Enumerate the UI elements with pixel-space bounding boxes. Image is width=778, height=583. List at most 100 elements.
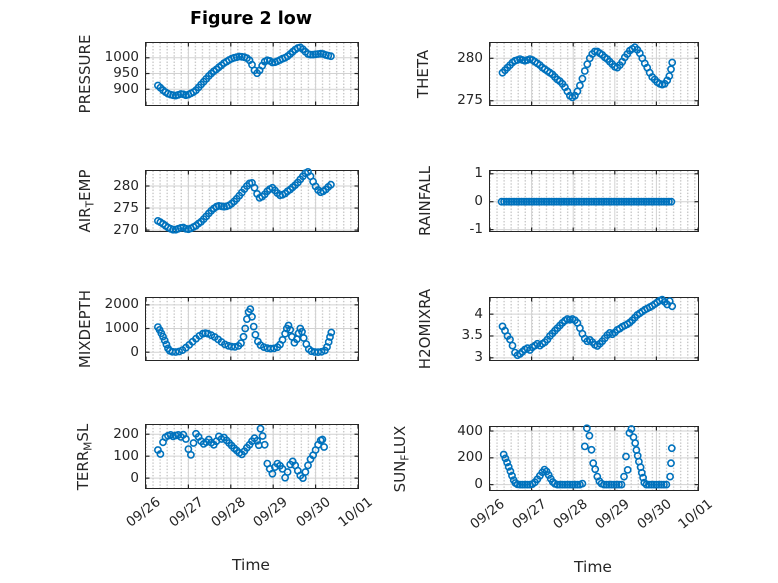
data-point	[161, 433, 170, 442]
data-point	[595, 49, 604, 58]
data-point	[615, 61, 624, 69]
data-point	[184, 90, 193, 99]
data-point	[553, 480, 562, 489]
data-point	[225, 439, 233, 447]
data-point	[153, 323, 162, 331]
data-point	[668, 58, 677, 67]
data-point	[637, 197, 646, 206]
data-point	[593, 47, 602, 56]
data-point	[617, 197, 626, 206]
data-point	[665, 297, 674, 305]
data-point	[175, 347, 183, 356]
data-point	[588, 50, 597, 58]
data-point	[572, 197, 581, 206]
data-point	[603, 55, 612, 63]
data-point	[528, 343, 537, 352]
data-point	[174, 91, 183, 99]
data-point	[156, 218, 165, 227]
data-point	[260, 57, 269, 66]
data-point	[291, 461, 300, 470]
data-point	[161, 88, 170, 96]
data-point	[250, 434, 259, 443]
data-point	[283, 468, 292, 476]
data-point	[628, 45, 637, 53]
data-point	[253, 189, 261, 198]
data-point	[637, 468, 646, 477]
data-point	[184, 225, 193, 234]
data-point	[189, 88, 198, 96]
data-point	[153, 446, 162, 454]
data-point	[283, 52, 292, 61]
data-point	[546, 332, 554, 340]
data-point	[207, 438, 216, 447]
data-point	[499, 450, 508, 459]
data-point	[602, 197, 611, 206]
data-point	[580, 197, 588, 206]
subplot-mixdepth: 0 1000 2000 MIXDEPTH	[76, 290, 359, 368]
data-point	[620, 472, 628, 481]
data-point	[566, 480, 574, 489]
data-point	[273, 343, 282, 352]
data-point	[270, 344, 278, 353]
data-point	[613, 325, 622, 334]
data-point	[647, 480, 656, 489]
data-point	[221, 340, 229, 349]
data-point	[278, 336, 287, 344]
data-point	[605, 57, 614, 66]
data-point	[159, 220, 167, 228]
data-point	[642, 480, 651, 489]
data-point	[607, 197, 616, 206]
y-tick-label: 900	[113, 80, 139, 97]
data-point	[563, 315, 572, 323]
subplot-theta: 275 280 THETA	[414, 42, 699, 108]
data-point	[635, 309, 644, 318]
data-point	[518, 347, 527, 356]
data-point	[311, 182, 320, 191]
data-point	[603, 331, 612, 339]
x-tick-label: 09/27	[165, 494, 207, 531]
data-point	[253, 69, 261, 78]
data-point	[506, 335, 514, 344]
data-point	[588, 338, 597, 346]
data-point	[617, 480, 626, 489]
data-point	[533, 339, 542, 348]
data-point	[502, 197, 511, 206]
data-point	[622, 452, 630, 461]
data-point	[215, 432, 223, 441]
data-point	[624, 197, 633, 206]
data-point	[209, 67, 218, 76]
y-tick-label: 200	[457, 449, 483, 466]
x-tick-label: 09/29	[592, 496, 633, 533]
data-point	[260, 343, 268, 351]
data-point	[544, 471, 553, 479]
data-point	[207, 331, 216, 340]
data-point	[595, 197, 603, 206]
data-point	[585, 197, 593, 206]
data-point	[327, 328, 336, 337]
data-point	[583, 337, 592, 346]
data-point	[265, 56, 274, 65]
data-point	[638, 307, 647, 316]
data-point	[187, 89, 195, 98]
data-point	[551, 326, 559, 335]
data-point	[165, 346, 174, 355]
data-point	[515, 197, 523, 206]
data-point	[265, 185, 274, 193]
data-point	[582, 197, 591, 206]
data-point	[589, 459, 598, 468]
data-point	[595, 477, 604, 486]
data-point	[657, 197, 666, 206]
data-point	[320, 346, 329, 355]
data-point	[204, 329, 212, 338]
data-point	[546, 68, 554, 77]
data-point	[600, 334, 609, 343]
data-point	[631, 439, 640, 447]
data-point	[316, 436, 325, 445]
data-point	[220, 433, 228, 442]
data-point	[557, 197, 566, 206]
data-point	[246, 305, 255, 313]
data-point	[513, 351, 522, 360]
data-point	[156, 450, 165, 458]
data-point	[632, 197, 641, 206]
